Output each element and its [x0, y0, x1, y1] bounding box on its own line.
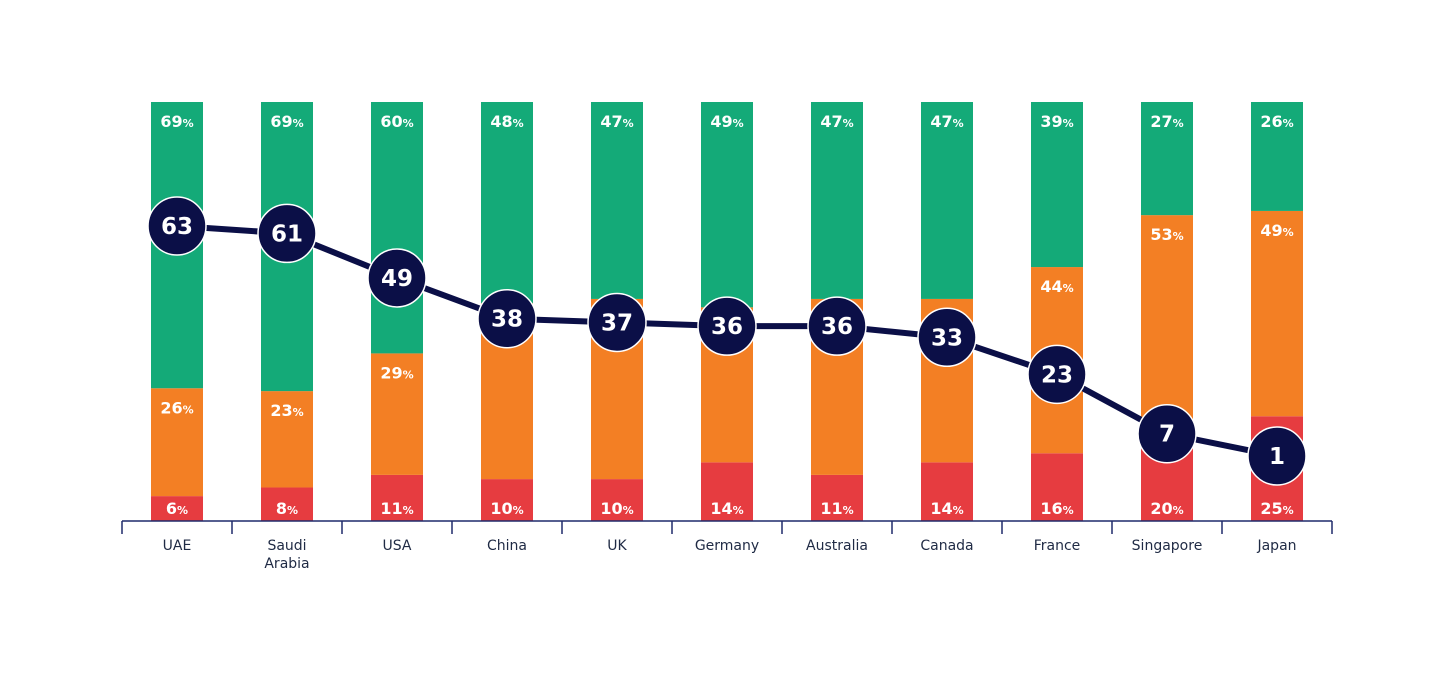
line-point-label-canada: 33	[931, 325, 963, 351]
category-label-uae: UAE	[163, 538, 192, 554]
data-label-japan-1: 49%	[1260, 221, 1293, 240]
line-point-usa	[367, 248, 427, 308]
category-label-china: China	[487, 538, 527, 554]
bar-segment-germany-0	[701, 462, 753, 521]
data-label-uk-0: 10%	[600, 499, 633, 518]
data-label-saudi-arabia-0: 8%	[276, 499, 298, 518]
data-label-usa-1: 29%	[380, 363, 413, 382]
bar-segment-china-0	[481, 479, 533, 521]
category-label-germany: Germany	[695, 538, 759, 554]
category-label-singapore: Singapore	[1132, 538, 1203, 554]
data-label-uae-1: 26%	[160, 398, 193, 417]
bar-segment-japan-2	[1251, 102, 1303, 211]
category-label-uk: UK	[607, 538, 627, 554]
bar-segment-canada-0	[921, 462, 973, 521]
bar-segment-japan-1	[1251, 210, 1303, 417]
data-label-australia-0: 11%	[820, 499, 853, 518]
line-point-china	[477, 288, 537, 349]
data-label-singapore-1: 53%	[1150, 225, 1183, 244]
line-point-uae	[147, 196, 207, 256]
data-label-singapore-0: 20%	[1150, 499, 1183, 518]
bar-segment-usa-2	[371, 102, 423, 354]
category-label-japan: Japan	[1256, 538, 1296, 554]
data-label-saudi-arabia-2: 69%	[270, 112, 303, 131]
data-label-canada-2: 47%	[930, 112, 963, 131]
line-point-france	[1027, 344, 1087, 405]
line-point-label-uae: 63	[161, 214, 193, 240]
data-label-germany-0: 14%	[710, 499, 743, 518]
bar-segment-usa-0	[371, 474, 423, 521]
line-point-label-japan: 1	[1269, 444, 1285, 470]
data-label-japan-0: 25%	[1260, 499, 1293, 518]
bar-segment-uk-0	[591, 479, 643, 521]
category-label-australia: Australia	[806, 538, 868, 554]
bar-segment-uae-1	[151, 388, 203, 497]
data-label-germany-2: 49%	[710, 112, 743, 131]
data-label-uk-2: 47%	[600, 112, 633, 131]
bar-segment-france-0	[1031, 453, 1083, 521]
bar-segment-france-2	[1031, 102, 1083, 268]
line-point-saudi-arabia	[257, 203, 317, 264]
line-point-label-china: 38	[491, 307, 523, 333]
line-point-label-singapore: 7	[1159, 422, 1175, 448]
bar-segment-australia-2	[811, 102, 863, 299]
line-point-uk	[587, 292, 647, 353]
line-point-label-germany: 36	[711, 314, 743, 340]
bar-segment-singapore-1	[1141, 215, 1193, 438]
line-point-label-france: 23	[1041, 362, 1073, 388]
line-point-label-australia: 36	[821, 314, 853, 340]
bar-segment-saudi-arabia-1	[261, 391, 313, 488]
line-series-layer: 63 61 49 38 37 36 36 33 23 7 1	[147, 196, 1307, 486]
category-label-usa: USA	[383, 538, 412, 554]
line-point-germany	[697, 296, 757, 356]
data-label-usa-0: 11%	[380, 499, 413, 518]
x-axis	[121, 520, 1333, 534]
bar-segment-australia-0	[811, 474, 863, 521]
data-label-uae-0: 6%	[166, 499, 188, 518]
line-point-label-uk: 37	[601, 310, 633, 336]
line-point-japan	[1247, 426, 1307, 486]
line-point-label-saudi-arabia: 61	[271, 221, 303, 247]
category-label-canada: Canada	[920, 538, 973, 554]
bar-segment-canada-2	[921, 102, 973, 299]
category-label-france: France	[1034, 538, 1081, 554]
data-label-usa-2: 60%	[380, 112, 413, 131]
line-point-canada	[917, 307, 977, 368]
data-label-saudi-arabia-1: 23%	[270, 401, 303, 420]
line-point-singapore	[1137, 403, 1197, 464]
bar-segment-saudi-arabia-0	[261, 487, 313, 521]
data-label-france-2: 39%	[1040, 112, 1073, 131]
data-label-australia-2: 47%	[820, 112, 853, 131]
category-labels-layer: UAE Saudi Arabia USA China UK Germany Australia…	[163, 538, 1297, 572]
bar-segment-uae-0	[151, 496, 203, 521]
bar-segment-usa-1	[371, 353, 423, 475]
bar-segment-uk-2	[591, 102, 643, 299]
data-label-uae-2: 69%	[160, 112, 193, 131]
bar-segment-germany-2	[701, 102, 753, 308]
data-label-china-0: 10%	[490, 499, 523, 518]
data-label-france-1: 44%	[1040, 277, 1073, 296]
data-label-japan-2: 26%	[1260, 112, 1293, 131]
data-label-france-0: 16%	[1040, 499, 1073, 518]
bar-segment-singapore-2	[1141, 102, 1193, 216]
data-label-singapore-2: 27%	[1150, 112, 1183, 131]
data-label-canada-0: 14%	[930, 499, 963, 518]
line-point-australia	[807, 296, 867, 356]
data-label-china-2: 48%	[490, 112, 523, 131]
line-point-label-usa: 49	[381, 266, 413, 292]
bar-segment-china-2	[481, 102, 533, 304]
category-label-saudi-arabia: Saudi Arabia	[264, 538, 309, 572]
